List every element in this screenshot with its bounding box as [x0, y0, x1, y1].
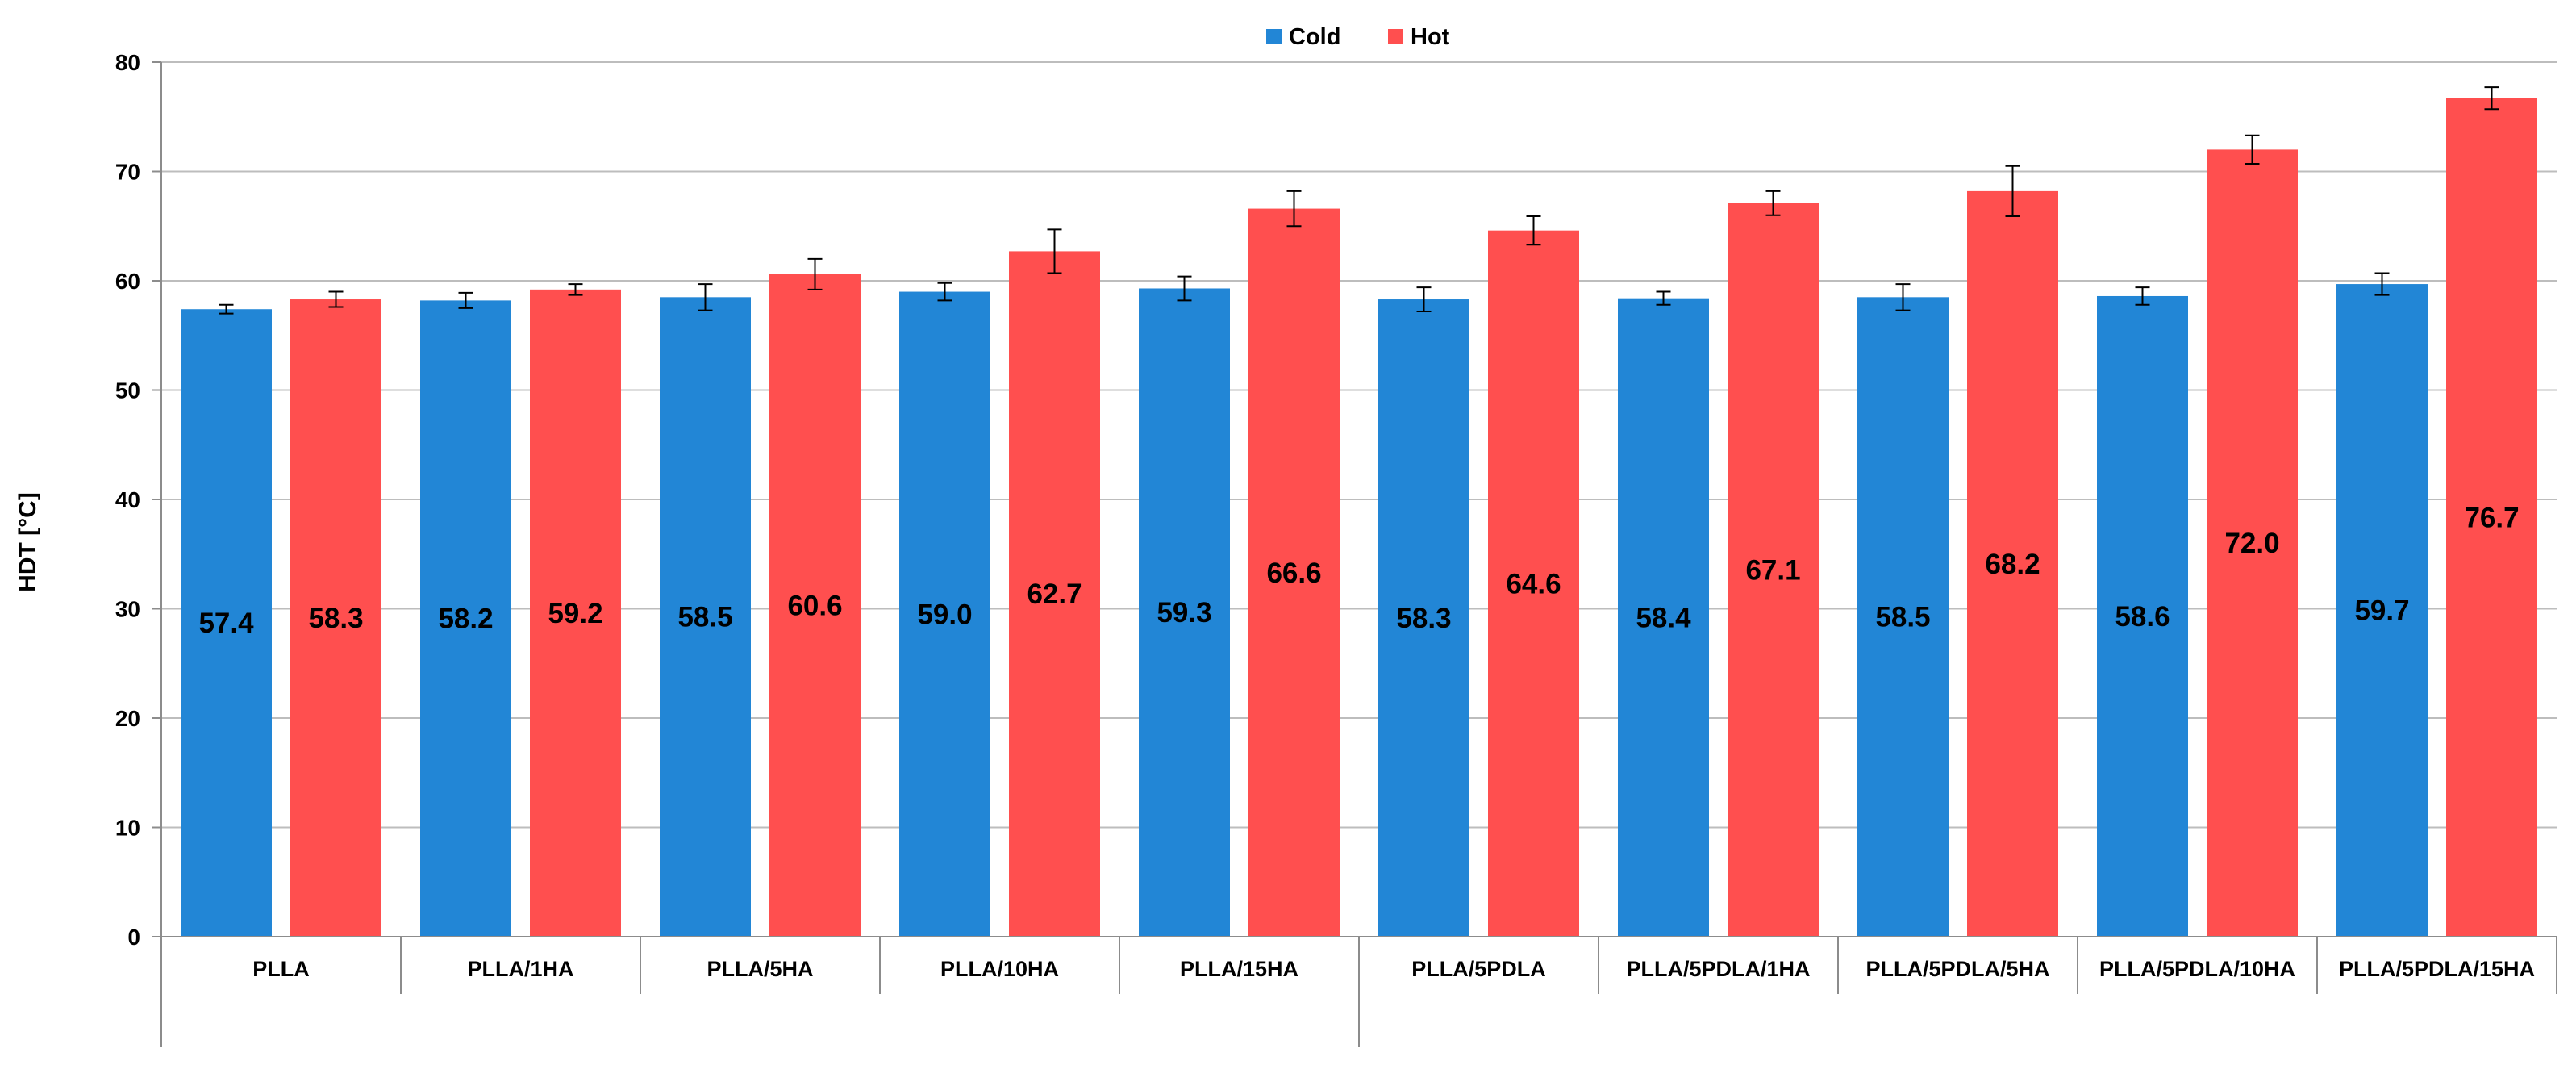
- cold-value-label: 59.7: [2354, 595, 2409, 627]
- cold-bar: [181, 309, 272, 937]
- category-label: PLLA/5PDLA/1HA: [1626, 957, 1810, 981]
- data-labels: 57.4 58.3 58.2 59.2 58.5 60.6 59.0 62.7 59.3 66.6…: [198, 502, 2519, 639]
- hot-legend-swatch: [1388, 29, 1403, 44]
- y-axis-title: HDT [°C]: [15, 492, 41, 592]
- y-tick-label: 30: [115, 597, 140, 622]
- y-tick-label: 40: [115, 487, 140, 512]
- y-axis-ticks: 0 10 20 30 40 50 60 70 80: [115, 50, 161, 950]
- cold-bar: [660, 297, 751, 937]
- cold-value-label: 58.4: [1636, 602, 1691, 633]
- y-tick-label: 80: [115, 50, 140, 75]
- hot-value-label: 67.1: [1745, 554, 1800, 586]
- cold-bar: [420, 300, 511, 937]
- cold-value-label: 59.3: [1157, 597, 1211, 628]
- hot-value-label: 60.6: [787, 590, 842, 621]
- hot-bar: [290, 299, 381, 937]
- category-label: PLLA/1HA: [467, 957, 573, 981]
- hot-value-label: 72.0: [2224, 528, 2279, 559]
- cold-legend-label: Cold: [1289, 24, 1340, 50]
- cold-value-label: 58.6: [2115, 601, 2170, 633]
- cold-value-label: 58.3: [1396, 603, 1451, 634]
- hot-bar: [1967, 190, 2058, 937]
- category-label: PLLA: [252, 957, 310, 981]
- cold-bar: [2336, 284, 2428, 937]
- error-bars: [219, 86, 2499, 315]
- cold-legend-swatch: [1266, 29, 1282, 44]
- hot-bar: [769, 274, 861, 937]
- y-tick-label: 50: [115, 378, 140, 403]
- cold-value-label: 59.0: [917, 599, 972, 630]
- cold-value-label: 58.5: [677, 602, 732, 633]
- hot-value-label: 66.6: [1266, 557, 1321, 589]
- cold-bar: [1618, 298, 1709, 937]
- axes: [160, 62, 2557, 1047]
- y-tick-label: 10: [115, 816, 140, 841]
- hot-legend-label: Hot: [1411, 24, 1450, 50]
- cold-value-label: 57.4: [198, 608, 254, 639]
- cold-bar: [1139, 288, 1230, 937]
- gridlines: [161, 61, 2557, 829]
- hot-value-label: 64.6: [1506, 568, 1561, 599]
- category-label: PLLA/5PDLA/10HA: [2099, 957, 2295, 981]
- hot-value-label: 62.7: [1027, 578, 1082, 610]
- hot-value-label: 76.7: [2464, 502, 2519, 533]
- category-label: PLLA/5PDLA/15HA: [2339, 957, 2535, 981]
- x-axis-ticks: PLLA PLLA/1HA PLLA/5HA PLLA/10HA PLLA/15HA PL…: [252, 937, 2557, 1047]
- hot-bar: [1009, 251, 1100, 937]
- legend: Cold Hot: [1266, 24, 1450, 50]
- hot-value-label: 68.2: [1985, 549, 2040, 580]
- y-tick-label: 60: [115, 269, 140, 294]
- y-tick-label: 0: [127, 925, 140, 950]
- cold-bar: [2097, 295, 2188, 937]
- category-label: PLLA/15HA: [1180, 957, 1298, 981]
- y-tick-label: 20: [115, 706, 140, 731]
- cold-value-label: 58.2: [438, 603, 493, 635]
- category-label: PLLA/10HA: [940, 957, 1059, 981]
- category-label: PLLA/5PDLA/5HA: [1865, 957, 2049, 981]
- y-axis-title-group: HDT [°C]: [15, 492, 41, 592]
- hot-bar: [530, 289, 621, 937]
- hot-bar: [2207, 149, 2298, 937]
- hot-bar: [1488, 230, 1579, 937]
- cold-bar: [1857, 297, 1949, 937]
- category-label: PLLA/5HA: [707, 957, 813, 981]
- bars: [181, 98, 2537, 937]
- cold-bar: [1378, 299, 1469, 937]
- hot-value-label: 58.3: [308, 603, 363, 634]
- y-tick-label: 70: [115, 160, 140, 185]
- cold-bar: [899, 291, 990, 937]
- category-label: PLLA/5PDLA: [1411, 957, 1546, 981]
- hot-bar: [1728, 203, 1819, 937]
- hot-value-label: 59.2: [548, 598, 602, 629]
- cold-value-label: 58.5: [1875, 602, 1930, 633]
- hot-bar: [1248, 208, 1340, 937]
- hot-bar: [2446, 98, 2537, 937]
